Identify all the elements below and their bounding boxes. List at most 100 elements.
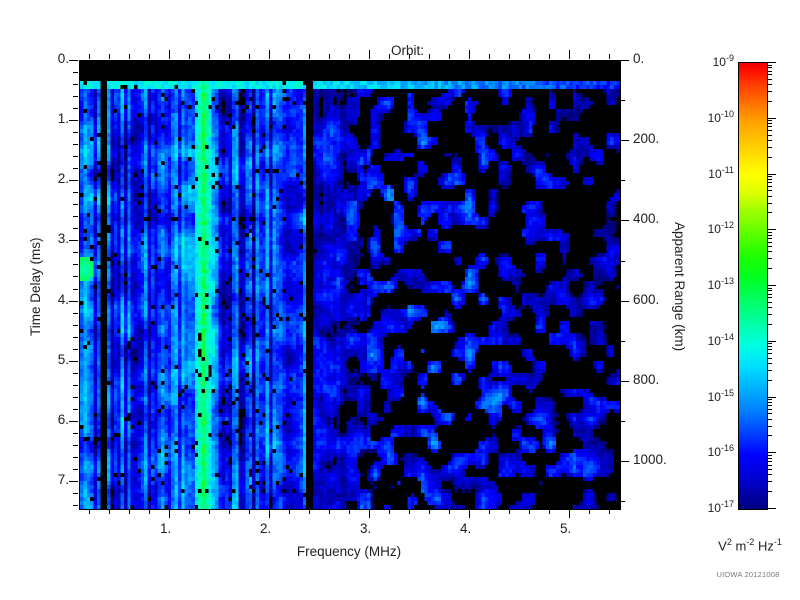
- x-minor-tick: [89, 509, 90, 514]
- colorbar-minor-tick: [767, 251, 772, 252]
- colorbar-minor-tick: [767, 176, 772, 177]
- x-minor-tick-top: [389, 54, 390, 59]
- x-minor-tick-top: [549, 54, 550, 59]
- colorbar-minor-tick: [767, 363, 772, 364]
- x-tick-label: 5.: [560, 521, 572, 536]
- y-left-minor-tick: [73, 252, 78, 253]
- colorbar-unit-label: V2 m-2 Hz-1: [700, 537, 800, 553]
- y-left-minor-tick: [73, 469, 78, 470]
- colorbar-minor-tick: [767, 405, 772, 406]
- colorbar-minor-tick: [767, 346, 772, 347]
- colorbar-minor-tick: [767, 135, 772, 136]
- y-left-major-tick: [69, 120, 78, 121]
- y-left-major-tick: [69, 240, 78, 241]
- y-right-tick-label: 600.: [633, 291, 660, 307]
- colorbar-tick-label: 10-15: [680, 388, 734, 404]
- x-major-tick: [269, 509, 270, 518]
- x-axis-title: Frequency (MHz): [296, 544, 402, 559]
- colorbar-minor-tick: [767, 380, 772, 381]
- y-right-minor-tick: [620, 501, 625, 502]
- y-right-minor-tick: [620, 180, 625, 181]
- x-minor-tick-top: [189, 54, 190, 59]
- colorbar-minor-tick: [767, 101, 772, 102]
- x-minor-tick: [309, 509, 310, 514]
- x-minor-tick-top: [429, 54, 430, 59]
- colorbar-minor-tick: [767, 232, 772, 233]
- x-minor-tick: [409, 509, 410, 514]
- colorbar-minor-tick: [767, 426, 772, 427]
- x-tick-label: 1.: [160, 521, 172, 536]
- colorbar: [738, 62, 768, 510]
- colorbar-minor-tick: [767, 71, 772, 72]
- colorbar-minor-tick: [767, 67, 772, 68]
- y-left-minor-tick: [73, 505, 78, 506]
- y-left-minor-tick: [73, 72, 78, 73]
- colorbar-minor-tick: [767, 469, 772, 470]
- colorbar-tick-exponent: -13: [720, 276, 734, 286]
- colorbar-tick-mantissa: 10: [707, 334, 721, 348]
- x-minor-tick: [289, 509, 290, 514]
- y-left-minor-tick: [73, 84, 78, 85]
- y-left-minor-tick: [73, 409, 78, 410]
- x-minor-tick: [229, 509, 230, 514]
- colorbar-minor-tick: [767, 120, 772, 121]
- x-tick-label: 4.: [460, 521, 472, 536]
- x-minor-tick-top: [149, 54, 150, 59]
- x-minor-tick: [329, 509, 330, 514]
- x-major-tick: [569, 509, 570, 518]
- colorbar-minor-tick: [767, 419, 772, 420]
- y-left-minor-tick: [73, 337, 78, 338]
- x-minor-tick: [449, 509, 450, 514]
- colorbar-tick-mantissa: 10: [707, 390, 721, 404]
- y-left-major-tick: [69, 60, 78, 61]
- y-left-minor-tick: [73, 373, 78, 374]
- colorbar-major-tick: [767, 341, 776, 342]
- x-major-tick-top: [169, 50, 170, 59]
- x-minor-tick: [549, 509, 550, 514]
- y-right-minor-tick: [620, 341, 625, 342]
- x-minor-tick-top: [529, 54, 530, 59]
- colorbar-minor-tick: [767, 358, 772, 359]
- colorbar-minor-tick: [767, 84, 772, 85]
- colorbar-tick-mantissa: 10: [707, 445, 721, 459]
- colorbar-minor-tick: [767, 314, 772, 315]
- y-left-minor-tick: [73, 156, 78, 157]
- x-major-tick-top: [269, 50, 270, 59]
- colorbar-tick-label: 10-13: [680, 276, 734, 292]
- colorbar-minor-tick: [767, 246, 772, 247]
- x-minor-tick-top: [209, 54, 210, 59]
- y-left-minor-tick: [73, 445, 78, 446]
- x-minor-tick: [249, 509, 250, 514]
- colorbar-minor-tick: [767, 399, 772, 400]
- colorbar-minor-tick: [767, 65, 772, 66]
- y-left-major-tick: [69, 481, 78, 482]
- y-left-minor-tick: [73, 397, 78, 398]
- colorbar-tick-mantissa: 10: [712, 55, 726, 69]
- y-right-major-tick: [620, 60, 629, 61]
- x-minor-tick-top: [329, 54, 330, 59]
- colorbar-tick-exponent: -10: [720, 109, 734, 119]
- orbit-label: Orbit:: [391, 43, 425, 58]
- colorbar-minor-tick: [767, 458, 772, 459]
- unit-volts-exponent: 2: [726, 537, 732, 547]
- colorbar-tick-label: 10-12: [680, 220, 734, 236]
- x-minor-tick-top: [109, 54, 110, 59]
- colorbar-minor-tick: [767, 235, 772, 236]
- x-minor-tick: [209, 509, 210, 514]
- colorbar-minor-tick: [767, 74, 772, 75]
- x-minor-tick-top: [489, 54, 490, 59]
- x-minor-tick: [489, 509, 490, 514]
- colorbar-major-tick: [767, 397, 776, 398]
- x-minor-tick-top: [289, 54, 290, 59]
- colorbar-major-tick: [767, 508, 776, 509]
- colorbar-minor-tick: [767, 186, 772, 187]
- x-tick-label: 2.: [260, 521, 272, 536]
- unit-meters: m: [735, 538, 747, 554]
- x-minor-tick-top: [349, 54, 350, 59]
- unit-hertz-exponent: -1: [773, 537, 782, 547]
- colorbar-minor-tick: [767, 409, 772, 410]
- colorbar-minor-tick: [767, 268, 772, 269]
- y-left-minor-tick: [73, 108, 78, 109]
- x-minor-tick-top: [129, 54, 130, 59]
- colorbar-tick-mantissa: 10: [707, 278, 721, 292]
